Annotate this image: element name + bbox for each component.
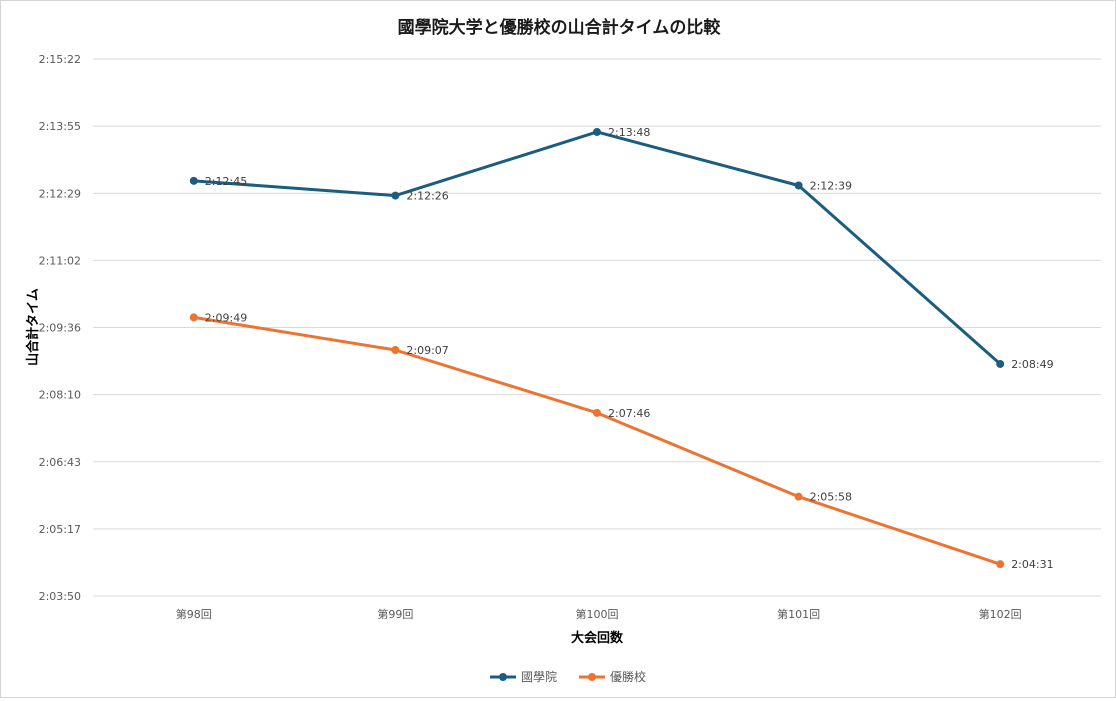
- y-tick-label: 2:08:10: [39, 389, 81, 402]
- legend-label: 優勝校: [610, 669, 646, 684]
- x-tick-label: 第102回: [979, 607, 1022, 621]
- y-tick-label: 2:06:43: [39, 456, 81, 469]
- data-label: 2:09:49: [205, 311, 247, 324]
- legend: 國學院 優勝校: [490, 669, 646, 684]
- data-label: 2:04:31: [1011, 558, 1053, 571]
- series-line-0: [192, 130, 1002, 366]
- data-label: 2:12:45: [205, 175, 247, 188]
- series-line-1: [192, 315, 1002, 566]
- y-tick-label: 2:13:55: [39, 120, 81, 133]
- data-point: [391, 346, 400, 355]
- gridlines: [93, 58, 1101, 597]
- series-lines: [189, 127, 1005, 569]
- y-tick-label: 2:09:36: [39, 322, 81, 335]
- data-label: 2:12:39: [810, 179, 852, 192]
- x-axis-ticks: 第98回 第99回 第100回 第101回 第102回: [176, 607, 1022, 621]
- data-point: [593, 127, 601, 136]
- data-point: [794, 492, 803, 501]
- data-label: 2:07:46: [608, 407, 650, 420]
- x-tick-label: 第99回: [377, 607, 413, 621]
- data-point: [189, 176, 198, 185]
- chart-title: 國學院大学と優勝校の山合計タイムの比較: [398, 17, 722, 38]
- y-tick-label: 2:11:02: [39, 254, 81, 267]
- data-label: 2:12:26: [406, 190, 448, 203]
- legend-label: 國學院: [521, 670, 557, 684]
- data-point: [996, 359, 1005, 368]
- data-point: [189, 313, 198, 322]
- data-point: [391, 191, 400, 200]
- x-tick-label: 第98回: [176, 607, 212, 621]
- y-tick-label: 2:05:17: [39, 523, 81, 536]
- legend-swatch-marker: [588, 673, 597, 681]
- data-label: 2:09:07: [406, 344, 448, 357]
- legend-swatch-marker: [499, 673, 507, 681]
- data-label: 2:13:48: [608, 126, 650, 139]
- data-label: 2:08:49: [1011, 358, 1053, 371]
- data-label: 2:05:58: [810, 491, 852, 504]
- y-tick-label: 2:03:50: [39, 590, 81, 603]
- y-tick-label: 2:15:22: [39, 53, 81, 66]
- data-point: [593, 408, 601, 417]
- x-tick-label: 第101回: [777, 607, 820, 621]
- data-labels: 2:12:45 2:12:26 2:13:48 2:12:39 2:08:49 2:09:…: [205, 126, 1054, 571]
- data-point: [794, 181, 803, 190]
- x-axis-title: 大会回数: [571, 630, 624, 646]
- y-axis-title: 山合計タイム: [25, 288, 41, 366]
- x-tick-label: 第100回: [576, 607, 619, 621]
- y-tick-label: 2:12:29: [39, 187, 81, 200]
- data-point: [996, 560, 1005, 569]
- y-axis-ticks: 2:15:22 2:13:55 2:12:29 2:11:02 2:09:36 2:08:…: [39, 53, 81, 603]
